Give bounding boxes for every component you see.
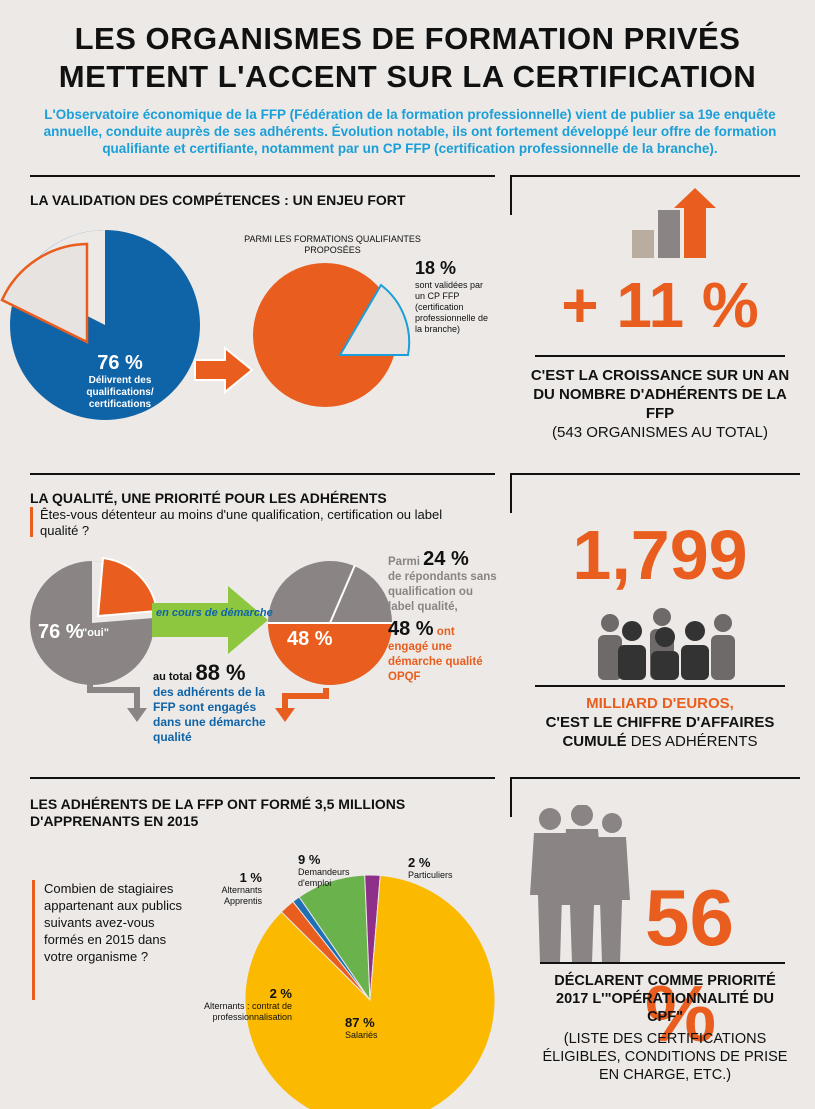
pie1-value: 76 % — [97, 352, 143, 374]
pie-label-value: 87 % — [345, 1015, 375, 1030]
section2-graphics — [30, 556, 392, 722]
pie2-exploded-slice — [338, 283, 411, 356]
section3-heading: LES ADHÉRENTS DE LA FFP ONT FORMÉ 3,5 MI… — [30, 796, 406, 829]
section3-question: Combien de stagiaires appartenant aux pu… — [44, 881, 183, 964]
pie-demarche-slice — [96, 556, 159, 618]
growth-text: C'EST LA CROISSANCE SUR UN AN DU NOMBRE … — [530, 367, 790, 422]
priority-value: 56 % — [645, 873, 734, 1058]
pie-label: 87 % Salariés — [345, 1015, 405, 1041]
priority-text: DÉCLARENT COMME PRIORITÉ 2017 L'"OPÉRATI… — [554, 973, 776, 1025]
pie-label: 1 % Alternants Apprentis — [196, 870, 262, 907]
business-people-icon — [598, 608, 735, 680]
arrow-label: en cours de démarche — [156, 607, 273, 619]
arrow-down-icon — [275, 708, 295, 722]
growth-bars-icon — [632, 188, 716, 258]
revenue-value: 1,799 — [572, 516, 748, 594]
pie-label-value: 2 % — [408, 855, 431, 870]
arrow-right-icon — [194, 345, 254, 395]
divider — [510, 473, 512, 513]
pie-label: 2 % Particuliers — [408, 855, 478, 881]
intro-text: L'Observatoire économique de la FFP (Féd… — [43, 107, 777, 156]
pie-slice-salaris — [244, 874, 496, 1109]
divider — [30, 175, 495, 177]
pie-label: 9 % Demandeurs d'emploi — [298, 852, 373, 889]
section1-graphics — [0, 230, 411, 420]
publics-pie-chart — [244, 874, 496, 1109]
growth-subtext: (543 ORGANISMES AU TOTAL) — [552, 424, 768, 441]
pie-label-text: Particuliers — [408, 870, 453, 880]
pie1-label: Délivrent des qualifications/ certificat… — [86, 375, 154, 410]
parmi-block: Parmi 24 % de répondants sans qualificat… — [388, 548, 497, 613]
total-block: au total 88 % des adhérents de la FFP so… — [153, 662, 271, 745]
section2-heading: LA QUALITÉ, UNE PRIORITÉ POUR LES ADHÉRE… — [30, 490, 387, 506]
total-label: des adhérents de la FFP sont engagés dan… — [153, 685, 266, 744]
pie-label-value: 1 % — [239, 870, 262, 885]
pie-label-text: Alternants : contrat de professionnalisa… — [203, 1001, 292, 1022]
pie-yes-label: "oui" — [82, 627, 109, 639]
pie2-caption: PARMI LES FORMATIONS QUALIFIANTES PROPOS… — [244, 234, 421, 255]
priority-subtext: (LISTE DES CERTIFICATIONS ÉLIGIBLES, CON… — [542, 1031, 788, 1083]
pie-label: 2 % Alternants : contrat de professionnal… — [180, 986, 292, 1023]
pie2-main-slice — [253, 263, 397, 407]
accent-bar — [32, 880, 35, 1000]
divider — [30, 777, 495, 779]
section2-question: Êtes-vous détenteur au moins d'une quali… — [40, 507, 443, 538]
divider — [510, 777, 512, 817]
people-silhouette-icon — [530, 805, 630, 963]
pie-label-value: 9 % — [298, 852, 321, 867]
accent-bar — [30, 507, 33, 537]
total-value: 88 % — [195, 660, 246, 685]
pie-label-text: Alternants Apprentis — [221, 885, 262, 906]
pie-label-text: Demandeurs d'emploi — [298, 867, 350, 888]
arrow-down-icon — [127, 708, 147, 722]
pie-label-value: 2 % — [269, 986, 292, 1001]
divider — [510, 777, 800, 779]
pie1-exploded-slice — [0, 242, 89, 345]
arrow-right-icon — [152, 586, 268, 654]
pie2-value: 48 % — [287, 628, 333, 650]
engaged-block: 48 % ont engagé une démarche qualité OPQ… — [388, 618, 483, 683]
pie2-value: 18 % — [415, 258, 457, 278]
divider — [510, 175, 512, 215]
divider — [30, 473, 495, 475]
pie-yes-value: 76 % — [38, 621, 84, 643]
revenue-text: MILLIARD D'EUROS, C'EST LE CHIFFRE D'AFF… — [545, 695, 775, 750]
growth-value: + 11 % — [561, 269, 759, 341]
page-title: LES ORGANISMES DE FORMATION PRIVÉS METTE… — [58, 21, 757, 94]
pie2-orange-slice — [268, 623, 392, 685]
pie-label-text: Salariés — [345, 1030, 378, 1040]
pie2-label: sont validées par un CP FFP (certificati… — [415, 280, 489, 334]
divider — [510, 175, 800, 177]
section1-heading: LA VALIDATION DES COMPÉTENCES : UN ENJEU… — [30, 192, 406, 208]
divider — [510, 473, 800, 475]
